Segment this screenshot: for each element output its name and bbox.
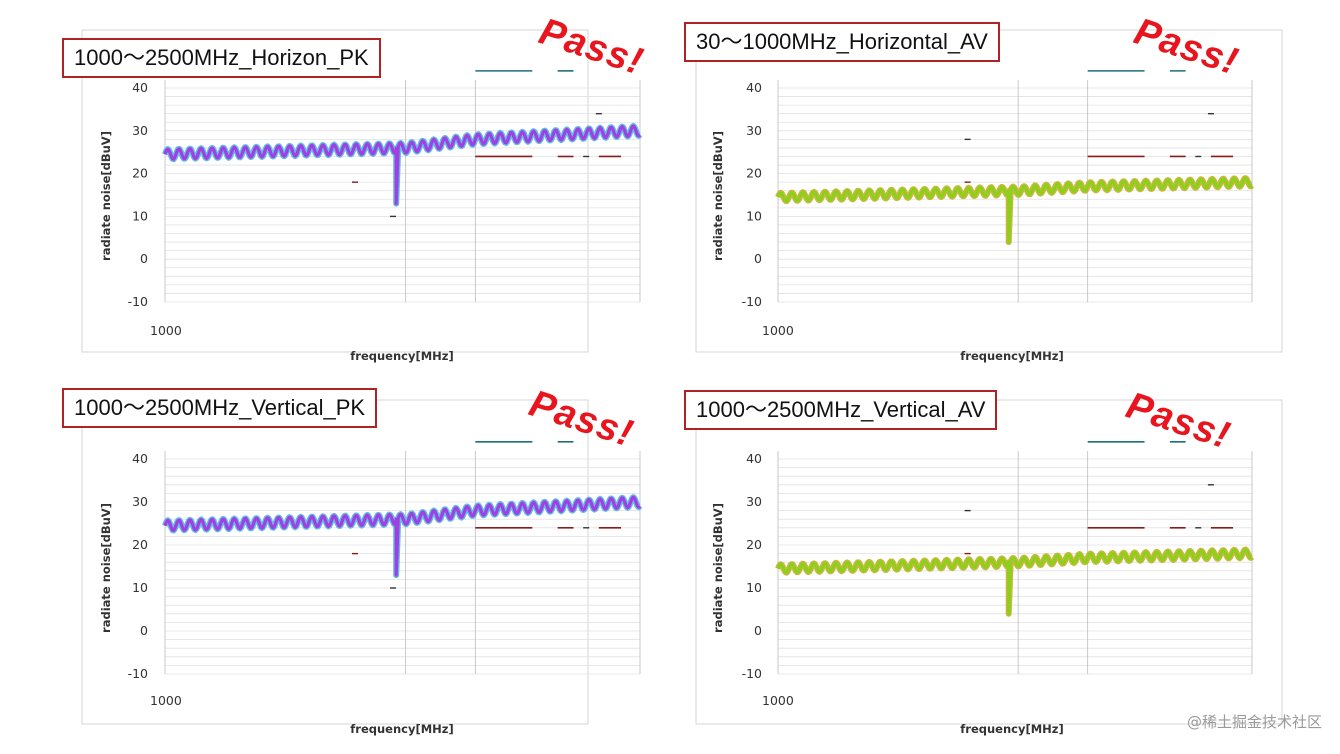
y-tick-label: -10	[742, 666, 762, 681]
y-axis-title: radiate noise[dBuV]	[711, 503, 725, 633]
y-tick-label: 30	[746, 494, 762, 509]
y-tick-label: 10	[132, 580, 148, 595]
x-tick-label: 1000	[762, 693, 794, 708]
y-axis-title: radiate noise[dBuV]	[711, 131, 725, 261]
x-axis-title: frequency[MHz]	[960, 349, 1063, 363]
chart-title: 1000～2500MHz_Vertical_PK	[62, 388, 378, 428]
y-tick-label: 40	[132, 451, 148, 466]
y-tick-label: 40	[746, 80, 762, 95]
series-line	[776, 176, 1254, 244]
y-tick-label: -10	[128, 294, 148, 309]
y-tick-label: 40	[746, 451, 762, 466]
series-line	[163, 495, 642, 577]
y-tick-label: -10	[742, 294, 762, 309]
chart-title: 30～1000MHz_Horizontal_AV	[684, 22, 1000, 62]
y-axis-title: radiate noise[dBuV]	[99, 131, 113, 261]
x-axis-title: frequency[MHz]	[960, 722, 1063, 736]
chart-panel-horizon-pk: 40 30 20 10 0 -10 1000 frequency[MHz] radiate no…	[0, 0, 670, 385]
y-tick-label: 0	[754, 251, 762, 266]
x-tick-label: 1000	[762, 323, 794, 338]
x-tick-label: 1000	[150, 323, 182, 338]
watermark: @稀土掘金技术社区	[1186, 713, 1322, 731]
y-tick-label: 20	[132, 537, 148, 552]
y-tick-label: 0	[754, 623, 762, 638]
chart-panel-vertical-pk: 40 30 20 10 0 -10 1000 frequency[MHz] radiate no…	[0, 370, 670, 754]
y-tick-label: 30	[132, 494, 148, 509]
y-tick-label: 30	[746, 123, 762, 138]
chart-title: 1000～2500MHz_Vertical_AV	[684, 390, 998, 430]
y-tick-label: 20	[746, 537, 762, 552]
y-tick-label: 20	[746, 166, 762, 181]
x-tick-label: 1000	[150, 693, 182, 708]
y-tick-label: 30	[132, 123, 148, 138]
chart-panel-horizontal-av: 40 30 20 10 0 -10 1000 frequency[MHz] radiate no…	[670, 0, 1340, 385]
y-tick-label: 10	[746, 580, 762, 595]
y-axis-title: radiate noise[dBuV]	[99, 503, 113, 633]
y-tick-label: 40	[132, 80, 148, 95]
y-tick-label: 0	[140, 251, 148, 266]
chart-title: 1000～2500MHz_Horizon_PK	[62, 38, 381, 78]
y-tick-label: 20	[132, 166, 148, 181]
x-axis-title: frequency[MHz]	[350, 722, 453, 736]
x-axis-title: frequency[MHz]	[350, 349, 453, 363]
series-line	[163, 124, 642, 206]
series-line	[776, 547, 1254, 616]
y-tick-label: -10	[128, 666, 148, 681]
y-tick-label: 0	[140, 623, 148, 638]
y-tick-label: 10	[746, 208, 762, 223]
y-tick-label: 10	[132, 208, 148, 223]
chart-panel-vertical-av: 40 30 20 10 0 -10 1000 frequency[MHz] radiate no…	[670, 370, 1340, 754]
